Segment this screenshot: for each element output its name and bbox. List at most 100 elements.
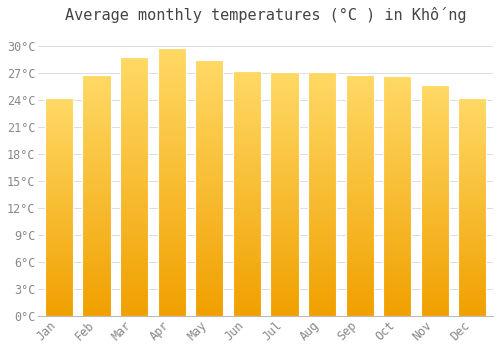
Bar	[383, 256, 412, 258]
Bar	[45, 114, 73, 116]
Bar	[458, 240, 486, 242]
Bar	[420, 279, 449, 281]
Bar	[346, 157, 374, 159]
Bar	[420, 177, 449, 180]
Bar	[458, 251, 486, 253]
Bar	[45, 229, 73, 231]
Bar	[383, 90, 412, 93]
Bar	[45, 186, 73, 188]
Bar	[346, 285, 374, 287]
Bar	[82, 191, 110, 193]
Bar	[120, 60, 148, 62]
Bar	[420, 221, 449, 224]
Bar	[270, 250, 298, 253]
Bar	[82, 181, 110, 183]
Bar	[82, 118, 110, 121]
Bar	[270, 160, 298, 162]
Bar	[82, 140, 110, 142]
Bar	[383, 78, 412, 81]
Bar	[420, 99, 449, 101]
Bar	[195, 275, 224, 278]
Bar	[45, 146, 73, 148]
Bar	[270, 265, 298, 267]
Bar	[195, 108, 224, 111]
Bar	[270, 314, 298, 316]
Bar	[308, 211, 336, 213]
Bar	[45, 296, 73, 299]
Bar	[346, 131, 374, 133]
Bar	[383, 203, 412, 205]
Bar	[420, 295, 449, 298]
Bar	[82, 275, 110, 278]
Bar	[383, 191, 412, 194]
Bar	[158, 279, 186, 281]
Bar	[45, 98, 73, 316]
Bar	[383, 287, 412, 289]
Bar	[120, 57, 148, 60]
Bar	[195, 278, 224, 280]
Bar	[346, 164, 374, 167]
Bar	[420, 117, 449, 120]
Bar	[82, 229, 110, 232]
Bar	[45, 220, 73, 222]
Bar	[270, 282, 298, 284]
Bar	[458, 284, 486, 286]
Bar	[420, 203, 449, 205]
Bar	[383, 177, 412, 179]
Bar	[420, 138, 449, 140]
Bar	[420, 284, 449, 286]
Bar	[82, 309, 110, 311]
Bar	[45, 129, 73, 131]
Bar	[420, 87, 449, 90]
Bar	[308, 153, 336, 155]
Bar	[82, 82, 110, 85]
Bar	[82, 299, 110, 301]
Bar	[82, 178, 110, 181]
Bar	[120, 166, 148, 168]
Bar	[158, 177, 186, 179]
Bar	[232, 287, 261, 289]
Bar	[158, 163, 186, 166]
Bar	[383, 311, 412, 314]
Bar	[458, 268, 486, 270]
Bar	[458, 214, 486, 216]
Bar	[420, 286, 449, 288]
Bar	[120, 197, 148, 199]
Bar	[120, 311, 148, 313]
Bar	[82, 273, 110, 275]
Bar	[458, 312, 486, 314]
Bar	[82, 253, 110, 256]
Bar	[420, 249, 449, 251]
Bar	[45, 127, 73, 129]
Bar	[308, 218, 336, 221]
Bar	[45, 275, 73, 277]
Bar	[346, 237, 374, 239]
Bar	[270, 287, 298, 289]
Bar	[458, 161, 486, 164]
Bar	[45, 194, 73, 196]
Bar	[270, 114, 298, 116]
Bar	[308, 250, 336, 253]
Bar	[458, 266, 486, 268]
Bar	[270, 111, 298, 114]
Bar	[195, 121, 224, 124]
Bar	[195, 139, 224, 142]
Bar	[383, 179, 412, 182]
Bar	[195, 280, 224, 283]
Bar	[82, 227, 110, 229]
Bar	[82, 297, 110, 299]
Bar	[346, 263, 374, 265]
Bar	[420, 235, 449, 237]
Bar	[308, 292, 336, 294]
Bar	[120, 181, 148, 184]
Bar	[346, 145, 374, 147]
Bar	[383, 222, 412, 225]
Bar	[308, 206, 336, 209]
Bar	[232, 112, 261, 115]
Bar	[82, 270, 110, 273]
Bar	[270, 279, 298, 282]
Bar	[458, 129, 486, 131]
Bar	[308, 80, 336, 82]
Bar	[158, 195, 186, 198]
Bar	[120, 163, 148, 166]
